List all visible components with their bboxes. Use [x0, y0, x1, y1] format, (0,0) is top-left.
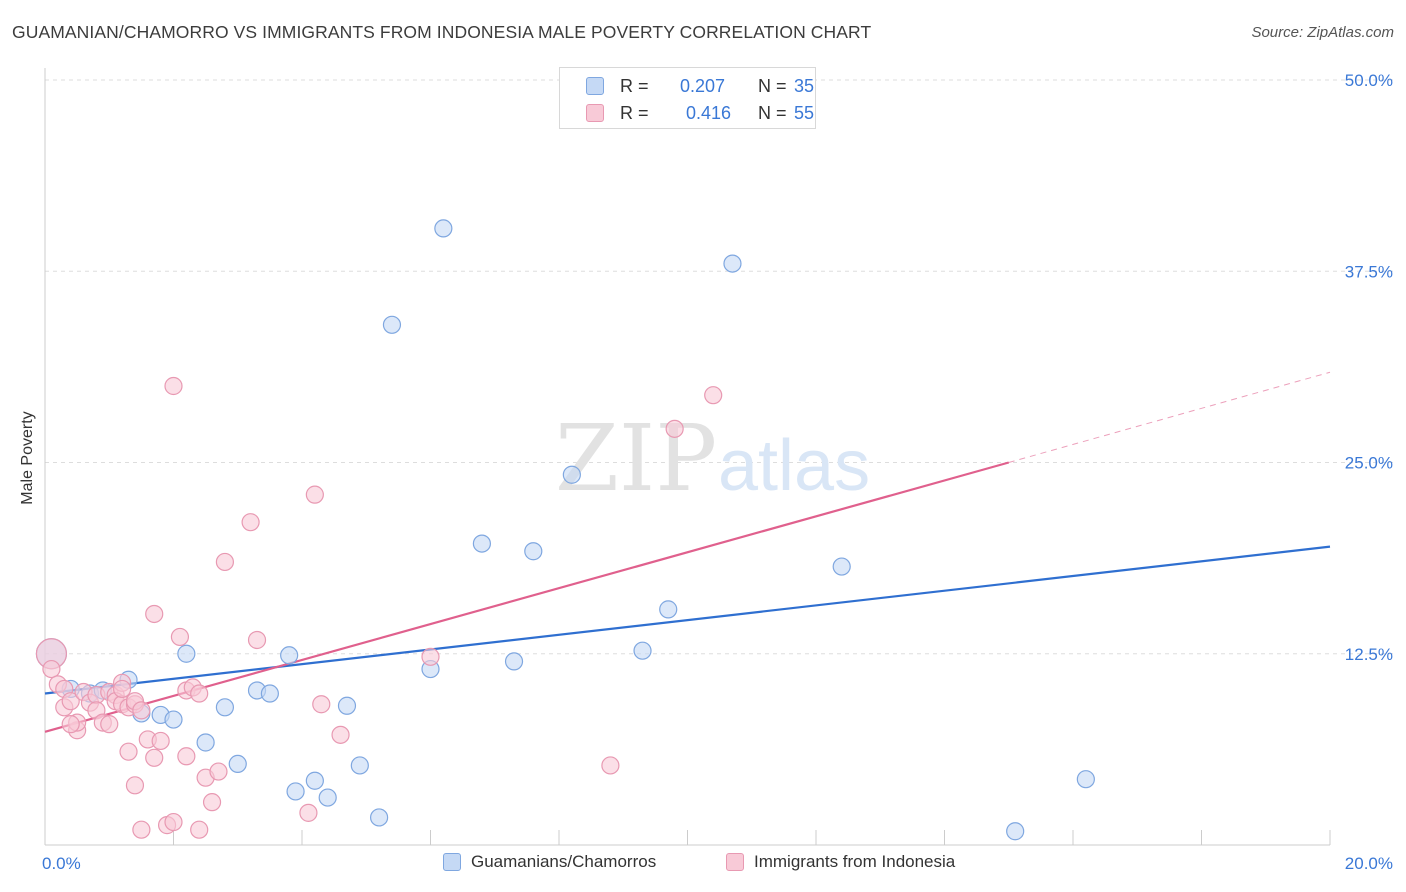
guamanian-point	[1006, 822, 1025, 841]
watermark-zip: ZIP	[555, 405, 717, 512]
guamanian-point	[215, 698, 234, 717]
indonesia-point	[42, 659, 61, 679]
watermark-atlas: atlas	[718, 426, 870, 506]
indonesia-point	[125, 776, 145, 795]
legend-label: Immigrants from Indonesia	[754, 852, 956, 871]
guamanian-point	[196, 733, 215, 752]
indonesia-point	[164, 376, 183, 396]
guamanian-point	[286, 782, 305, 801]
indonesia-point	[665, 419, 684, 438]
legend-label: Guamanians/Chamorros	[471, 852, 657, 871]
indonesia-point	[112, 679, 132, 699]
guamanian-point	[659, 600, 678, 619]
y-tick-label: 50.0%	[1345, 71, 1393, 90]
pink-swatch	[586, 104, 604, 122]
indonesia-point	[190, 684, 209, 703]
data-points	[35, 219, 1095, 841]
n-label: N =	[758, 75, 787, 96]
guamanian-point	[434, 219, 453, 238]
guamanian-point	[370, 808, 389, 827]
guamanian-point	[562, 465, 581, 484]
indonesia-point	[132, 701, 151, 720]
indonesia-point	[61, 715, 80, 734]
chart-title: GUAMANIAN/CHAMORRO VS IMMIGRANTS FROM IN…	[12, 22, 872, 42]
indonesia-point	[151, 731, 170, 751]
guamanian-point	[305, 771, 324, 790]
y-tick-label: 37.5%	[1345, 262, 1393, 281]
guamanian-point	[350, 756, 369, 775]
indonesia-point	[312, 695, 331, 714]
guamanian-point	[382, 315, 402, 334]
gridlines	[45, 79, 1395, 655]
guamanian-point	[337, 696, 357, 715]
indonesia-point	[145, 604, 164, 624]
r-value: 0.416	[686, 102, 732, 123]
chart-source: Source: ZipAtlas.com	[1251, 24, 1394, 41]
guamanian-point	[164, 710, 183, 729]
guamanian-point	[723, 254, 742, 273]
indonesia-point	[299, 803, 318, 822]
x-tick-label-min: 0.0%	[42, 854, 81, 873]
guamanian-point	[633, 641, 652, 660]
indonesia-point	[164, 812, 183, 832]
indonesia-point	[247, 630, 267, 650]
legend-item-guamanians[interactable]: Guamanians/Chamorros	[443, 852, 656, 872]
watermark: ZIP atlas	[555, 405, 870, 512]
guamanian-point	[504, 652, 524, 671]
guamanian-point	[318, 788, 337, 807]
indonesia-point	[305, 485, 324, 504]
r-label: R =	[620, 102, 649, 123]
n-value: 55	[794, 102, 815, 123]
guamanian-point	[472, 534, 491, 553]
indonesia-point	[100, 715, 119, 734]
indonesia-point	[601, 756, 620, 775]
legend-item-indonesia[interactable]: Immigrants from Indonesia	[726, 852, 955, 872]
x-tick-label-max: 20.0%	[1345, 854, 1393, 873]
y-tick-label: 12.5%	[1345, 645, 1393, 664]
trend-lines	[44, 371, 1331, 733]
indonesia-point	[119, 742, 138, 761]
indonesia-point	[132, 820, 151, 839]
indonesia-point	[215, 552, 234, 572]
blue-swatch	[586, 77, 604, 95]
guamanian-point	[1076, 770, 1095, 789]
pink-swatch	[726, 853, 744, 871]
r-label: R =	[620, 75, 649, 96]
indonesia-trend-extension	[1008, 371, 1331, 463]
guamanian-point	[280, 646, 299, 665]
guamanian-point	[832, 557, 851, 576]
indonesia-trend-line	[44, 461, 1010, 733]
n-label: N =	[758, 102, 787, 123]
indonesia-point	[331, 725, 350, 744]
n-value: 35	[794, 75, 815, 96]
guamanian-point	[524, 542, 543, 561]
guamanian-point	[228, 754, 247, 774]
indonesia-point	[145, 748, 164, 767]
indonesia-point	[170, 627, 190, 647]
indonesia-point	[704, 386, 723, 405]
y-tick-label: 25.0%	[1345, 454, 1393, 473]
tick-labels: 12.5% 25.0% 37.5% 50.0% 0.0% 20.0%	[42, 71, 1393, 873]
series-legend: Guamanians/Chamorros Immigrants from Ind…	[0, 852, 1406, 878]
guamanian-point	[177, 644, 196, 663]
axes	[44, 68, 1331, 846]
indonesia-point	[190, 820, 209, 839]
indonesia-point	[209, 762, 228, 781]
indonesia-point	[61, 692, 80, 711]
r-value: 0.207	[680, 75, 726, 96]
indonesia-point	[241, 513, 260, 532]
indonesia-point	[177, 747, 196, 766]
indonesia-point	[202, 793, 222, 812]
guamanian-trend-line	[44, 545, 1331, 695]
stats-legend: R = 0.207 N = 35 R = 0.416 N = 55	[559, 67, 816, 129]
guamanian-point	[260, 684, 279, 703]
indonesia-point	[421, 647, 440, 666]
blue-swatch	[443, 853, 461, 871]
